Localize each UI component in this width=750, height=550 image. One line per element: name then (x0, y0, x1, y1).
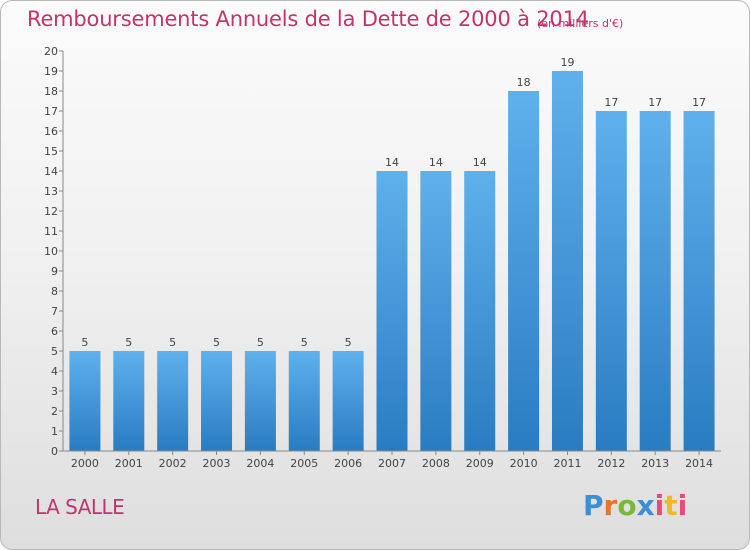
bar-2011 (551, 71, 583, 451)
x-tick-label: 2011 (553, 457, 581, 470)
x-tick-label: 2007 (378, 457, 406, 470)
bar-value-label: 17 (692, 96, 706, 109)
proxiti-logo: Proxiti (583, 489, 687, 522)
y-tick-label: 4 (51, 365, 58, 378)
y-tick-label: 16 (44, 125, 58, 138)
bar-2007 (376, 171, 408, 451)
bar-2004 (244, 351, 276, 451)
logo-letter-p: P (583, 489, 604, 522)
y-tick-label: 15 (44, 145, 58, 158)
chart-title: Remboursements Annuels de la Dette de 20… (27, 7, 589, 31)
bar-2003 (201, 351, 233, 451)
x-tick-label: 2005 (290, 457, 318, 470)
x-tick-label: 2010 (510, 457, 538, 470)
y-tick-label: 1 (51, 425, 58, 438)
bar-2010 (508, 91, 540, 451)
logo-letter-i2: i (677, 489, 688, 522)
y-tick-label: 5 (51, 345, 58, 358)
y-tick-label: 14 (44, 165, 58, 178)
y-tick-label: 2 (51, 405, 58, 418)
bar-value-label: 19 (560, 56, 574, 69)
bar-value-label: 5 (345, 336, 352, 349)
x-tick-label: 2012 (597, 457, 625, 470)
y-tick-label: 18 (44, 85, 58, 98)
bar-value-label: 18 (517, 76, 531, 89)
logo-letter-t: t (664, 489, 678, 522)
logo-letter-i: i (654, 489, 665, 522)
bar-2001 (113, 351, 145, 451)
y-tick-label: 6 (51, 325, 58, 338)
bar-value-label: 17 (604, 96, 618, 109)
bar-value-label: 14 (385, 156, 399, 169)
logo-letter-x: x (636, 489, 655, 522)
x-tick-label: 2003 (203, 457, 231, 470)
x-tick-label: 2008 (422, 457, 450, 470)
y-tick-label: 10 (44, 245, 58, 258)
y-tick-label: 0 (51, 445, 58, 458)
logo-letter-r: r (603, 489, 618, 522)
x-tick-label: 2004 (246, 457, 274, 470)
y-tick-label: 3 (51, 385, 58, 398)
bar-2006 (332, 351, 364, 451)
x-tick-label: 2001 (115, 457, 143, 470)
x-tick-label: 2014 (685, 457, 713, 470)
x-tick-label: 2013 (641, 457, 669, 470)
bar-2014 (683, 111, 715, 451)
bar-2009 (464, 171, 496, 451)
x-axis: 2000 2001 2002 2003 2004 2005 2006 2007 2008 2009… (63, 450, 721, 470)
y-tick-label: 11 (44, 225, 58, 238)
bar-value-label: 5 (81, 336, 88, 349)
y-tick-label: 20 (44, 45, 58, 58)
bar-2005 (288, 351, 320, 451)
bar-value-label: 14 (473, 156, 487, 169)
x-tick-label: 2000 (71, 457, 99, 470)
y-tick-label: 19 (44, 65, 58, 78)
bars-group: 5 5 5 5 5 5 5 14 14 14 18 19 17 17 17 (69, 56, 715, 451)
chart-subtitle: (en milliers d'€) (537, 17, 624, 30)
bar-value-label: 14 (429, 156, 443, 169)
bar-value-label: 5 (301, 336, 308, 349)
place-name: LA SALLE (35, 495, 125, 519)
y-tick-label: 17 (44, 105, 58, 118)
bar-2002 (157, 351, 189, 451)
logo-letter-o: o (617, 489, 637, 522)
bar-value-label: 5 (257, 336, 264, 349)
x-tick-label: 2002 (159, 457, 187, 470)
y-tick-label: 12 (44, 205, 58, 218)
bar-value-label: 5 (213, 336, 220, 349)
x-tick-label: 2006 (334, 457, 362, 470)
y-tick-label: 7 (51, 305, 58, 318)
y-tick-label: 13 (44, 185, 58, 198)
y-tick-label: 8 (51, 285, 58, 298)
x-tick-label: 2009 (466, 457, 494, 470)
bar-2000 (69, 351, 101, 451)
bar-value-label: 17 (648, 96, 662, 109)
bar-value-label: 5 (169, 336, 176, 349)
bar-2012 (595, 111, 627, 451)
y-tick-label: 9 (51, 265, 58, 278)
bar-value-label: 5 (125, 336, 132, 349)
bar-2008 (420, 171, 452, 451)
bar-2013 (639, 111, 671, 451)
